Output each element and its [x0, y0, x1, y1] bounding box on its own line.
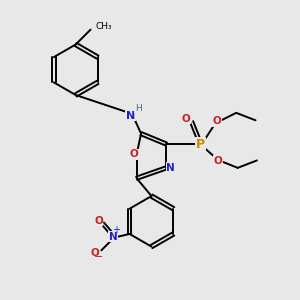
Text: N: N — [126, 111, 135, 121]
Text: O: O — [91, 248, 99, 258]
Text: O: O — [94, 216, 103, 226]
Text: +: + — [112, 225, 120, 236]
Text: P: P — [196, 138, 205, 151]
Text: −: − — [94, 252, 104, 262]
Text: O: O — [181, 114, 190, 124]
Text: O: O — [214, 156, 223, 166]
Text: CH₃: CH₃ — [95, 22, 112, 31]
Text: O: O — [212, 116, 221, 126]
Text: N: N — [109, 232, 118, 242]
Text: N: N — [167, 163, 175, 173]
Text: O: O — [129, 149, 138, 160]
Text: H: H — [135, 104, 142, 113]
